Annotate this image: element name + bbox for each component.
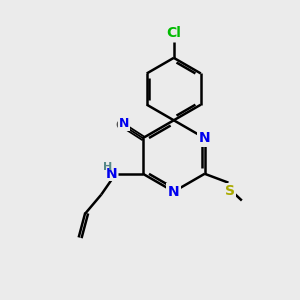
- Text: N: N: [199, 131, 211, 145]
- Text: S: S: [225, 184, 235, 198]
- Text: C: C: [115, 119, 124, 132]
- Text: N: N: [106, 167, 118, 181]
- Text: N: N: [168, 184, 180, 199]
- Text: Cl: Cl: [166, 26, 181, 40]
- Text: H: H: [103, 162, 112, 172]
- Text: N: N: [118, 117, 129, 130]
